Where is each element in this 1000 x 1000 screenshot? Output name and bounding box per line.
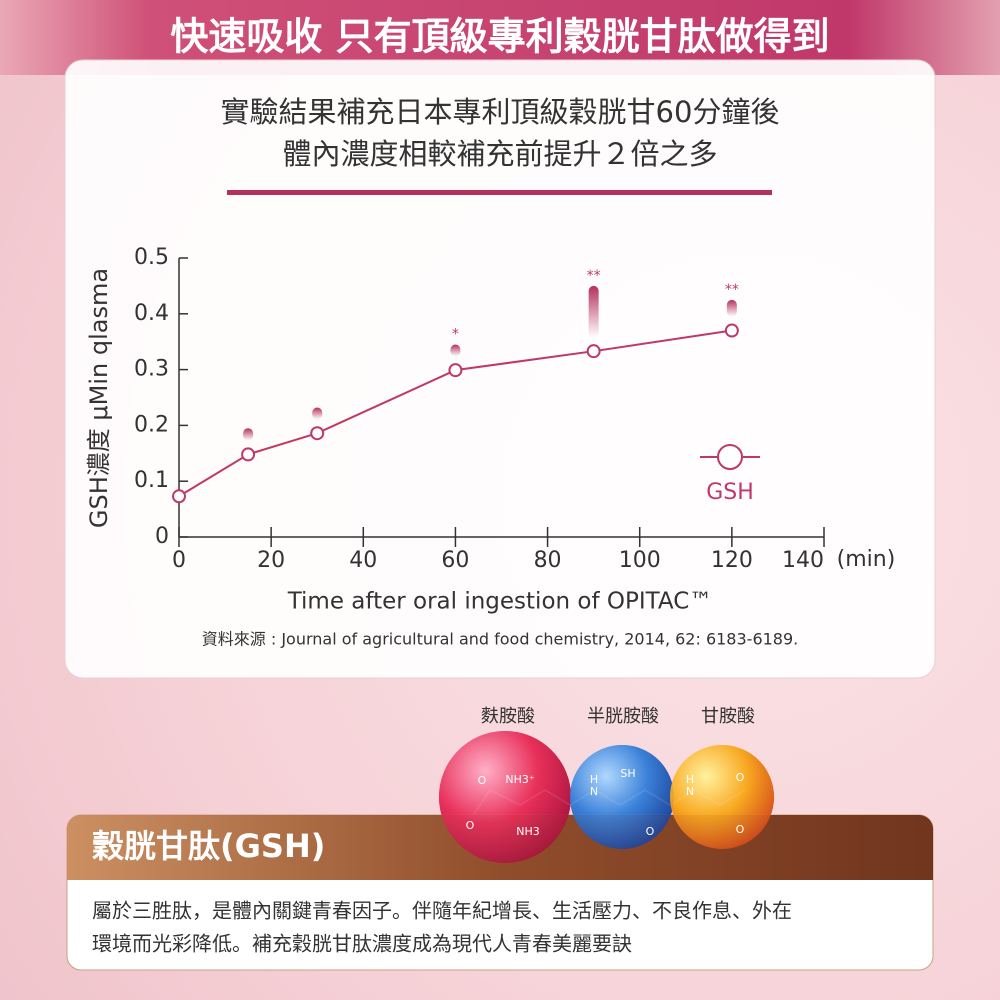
x-unit: (min) (837, 547, 896, 572)
chem-label: H (590, 773, 598, 786)
sphere-overlap (570, 745, 674, 849)
info-text: 環境而光彩降低。補充穀胱甘肽濃度成為現代人青春美麗要訣 (92, 932, 632, 956)
x-axis-label: Time after oral ingestion of OPITAC™ (287, 589, 713, 615)
y-tick-label: 0.4 (134, 301, 169, 326)
info-text: 屬於三胜肽，是體內關鍵青春因子。伴隨年紀增長、生活壓力、不良作息、外在 (92, 899, 792, 923)
chem-label: H (686, 773, 694, 786)
chem-label: O (736, 823, 745, 836)
chem-label: SH (620, 767, 635, 780)
significance: * (452, 326, 459, 342)
series-line (178, 329, 733, 498)
chem-label: O (478, 774, 487, 787)
chem-label: NH3⁺ (505, 773, 534, 786)
x-tick-label: 80 (534, 548, 562, 573)
molecule-name: 麩胺酸 (481, 706, 535, 727)
chem-label: N (590, 785, 598, 798)
error-bar (450, 344, 461, 357)
error-bar (243, 428, 254, 441)
data-point (310, 426, 325, 441)
chem-label: N (686, 785, 694, 798)
x-tick-label: 140 (782, 548, 824, 573)
data-point (724, 323, 739, 338)
sphere-overlap (670, 745, 774, 849)
chem-label: NH3 (516, 825, 540, 838)
molecule-name: 半胱胺酸 (587, 706, 659, 727)
x-tick-label: 40 (349, 548, 377, 573)
y-tick-label: 0.1 (134, 468, 169, 493)
data-point (448, 363, 463, 378)
page-title: 快速吸收 只有頂級專利穀胱甘肽做得到 (170, 15, 829, 59)
y-tick-label: 0.3 (134, 357, 169, 382)
data-point (586, 344, 601, 359)
y-tick-label: 0.5 (134, 245, 169, 270)
error-bar (588, 285, 599, 338)
source: 資料來源 : Journal of agricultural and food … (202, 630, 799, 649)
chem-label: O (466, 819, 475, 832)
chem-label: O (646, 825, 655, 838)
molecule-name: 甘胺酸 (701, 706, 755, 727)
subtitle-rule (227, 190, 772, 195)
chem-label: O (736, 771, 745, 784)
x-tick-label: 20 (257, 548, 285, 573)
error-bar (726, 299, 737, 317)
chart-card (64, 59, 936, 679)
x-tick-label: 100 (619, 548, 661, 573)
legend-marker (717, 444, 743, 470)
chart-subtitle: 體內濃度相較補充前提升２倍之多 (282, 137, 717, 171)
x-tick-label: 120 (711, 548, 753, 573)
x-tick-label: 0 (172, 548, 186, 573)
y-axis-label: GSH濃度 μMin qlasma (85, 268, 113, 528)
significance: ** (725, 282, 739, 298)
data-point (241, 447, 256, 462)
chart-subtitle: 實驗結果補充日本專利頂級穀胱甘60分鐘後 (221, 95, 780, 129)
y-tick-label: 0.2 (134, 412, 169, 437)
error-bar (312, 407, 323, 420)
significance: ** (587, 268, 601, 284)
legend-label: GSH (706, 480, 754, 505)
data-point (172, 489, 186, 504)
info-title: 穀胱甘肽(GSH) (92, 827, 325, 865)
x-tick-label: 60 (441, 548, 469, 573)
y-tick-label: 0 (155, 524, 169, 549)
sphere-overlap (439, 731, 571, 863)
